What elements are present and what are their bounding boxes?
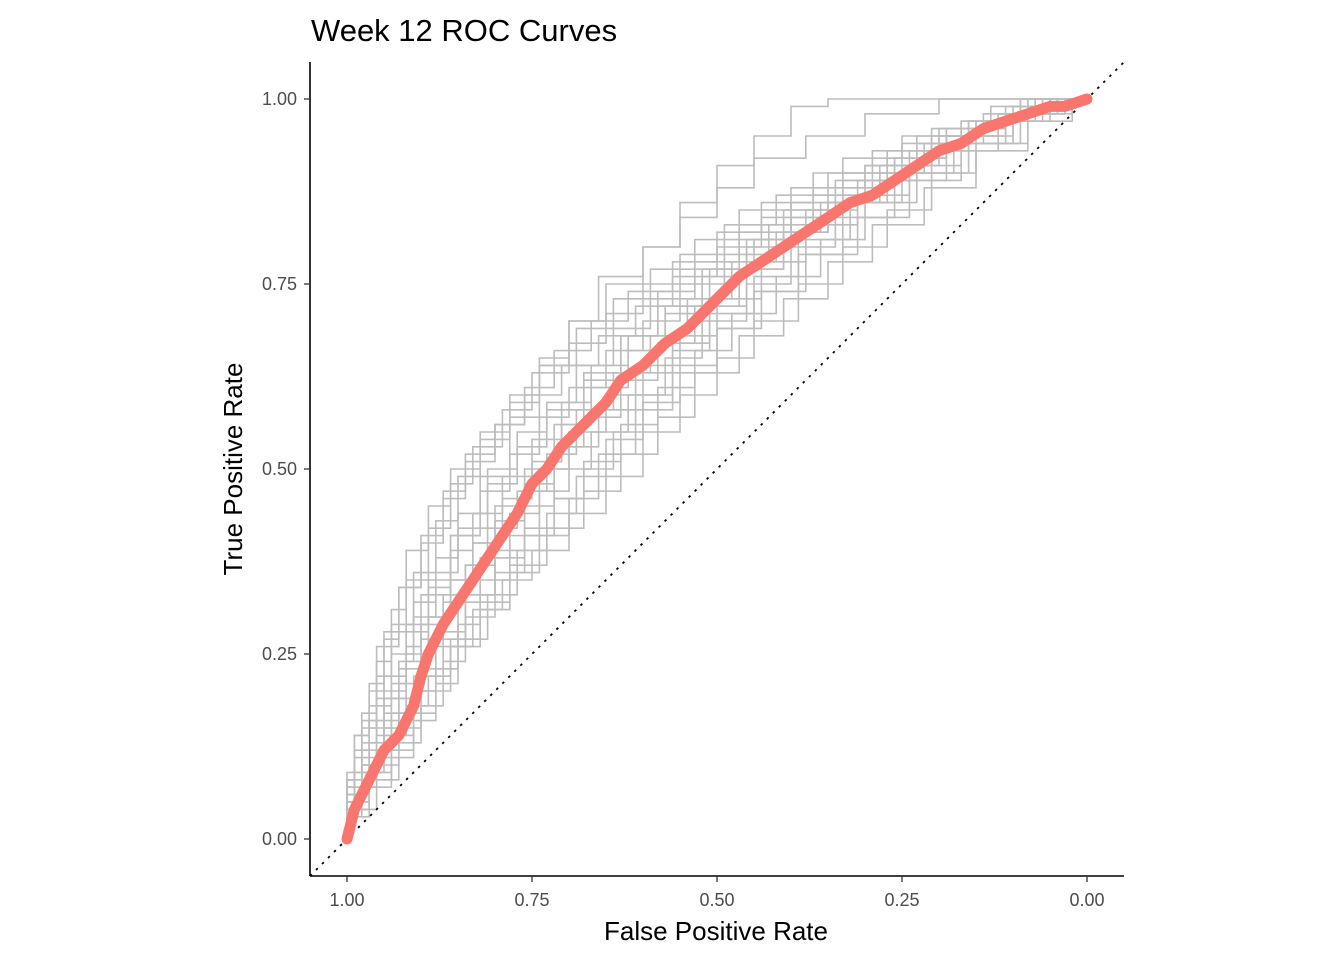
y-tick-label: 0.50 — [262, 459, 297, 479]
x-axis-title: False Positive Rate — [604, 916, 828, 946]
curves-layer — [346, 98, 1087, 839]
x-tick-label: 0.50 — [699, 890, 734, 910]
resample-roc-curve-20 — [346, 98, 1087, 839]
x-tick-label: 0.75 — [514, 890, 549, 910]
x-tick-label: 1.00 — [329, 890, 364, 910]
y-tick-label: 0.25 — [262, 644, 297, 664]
y-tick-label: 0.00 — [262, 829, 297, 849]
x-axis-ticks: 1.00 0.75 0.50 0.25 0.00 — [329, 876, 1105, 910]
y-axis-title: True Positive Rate — [218, 363, 248, 576]
x-tick-label: 0.00 — [1069, 890, 1104, 910]
mean-roc-curve — [341, 93, 1093, 845]
x-tick-label: 0.25 — [884, 890, 919, 910]
y-tick-label: 1.00 — [262, 89, 297, 109]
resample-roc-curve-22 — [346, 98, 1087, 839]
y-axis-ticks: 0.00 0.25 0.50 0.75 1.00 — [262, 89, 310, 849]
mean-curve-layer — [341, 93, 1093, 845]
resample-roc-curve-16 — [346, 98, 1087, 839]
y-tick-label: 0.75 — [262, 274, 297, 294]
chart-title: Week 12 ROC Curves — [311, 13, 617, 48]
